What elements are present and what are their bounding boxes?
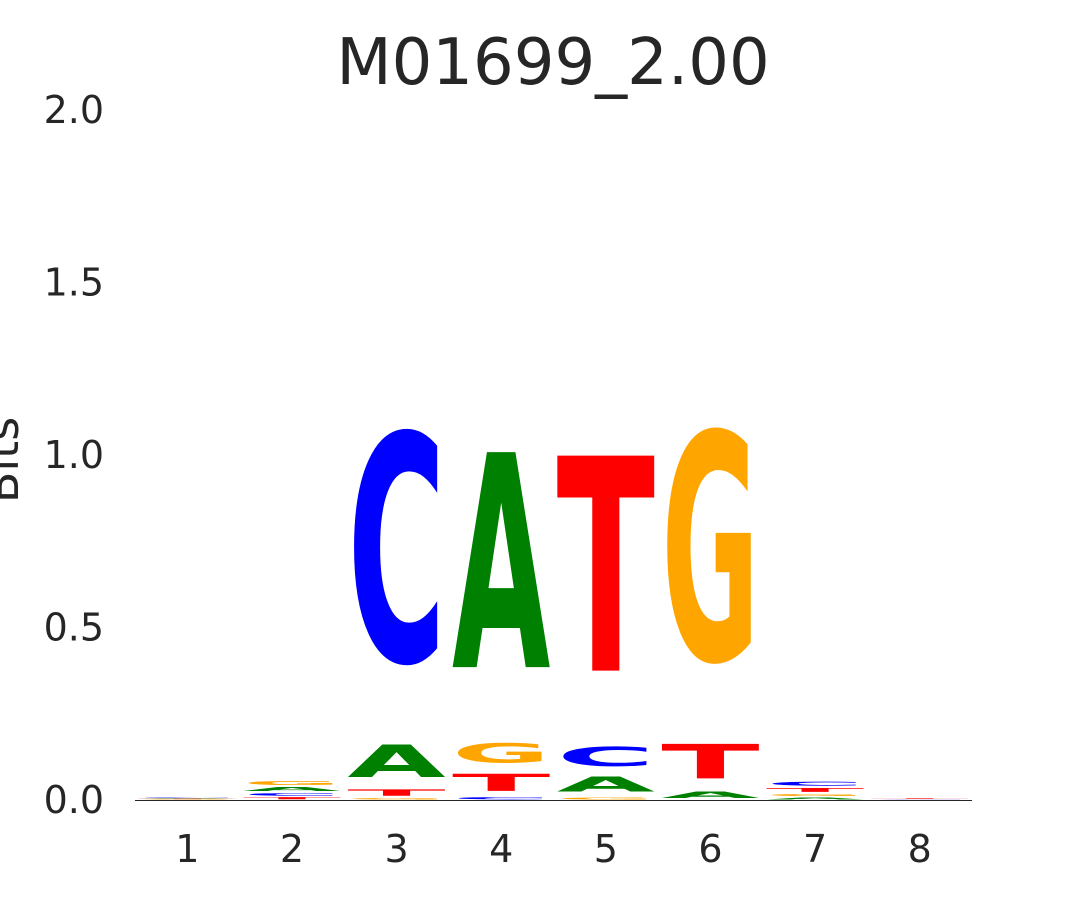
logo-letter-t: T <box>452 769 550 796</box>
logo-letter-a: A <box>557 773 655 797</box>
logo-letter-c: C <box>138 797 236 798</box>
logo-letter-t: T <box>557 397 655 740</box>
x-tick-label: 6 <box>698 827 722 871</box>
y-tick-label: 0.5 <box>44 606 104 650</box>
logo-letter-g: G <box>243 780 341 786</box>
logo-letter-a: A <box>452 393 550 737</box>
logo-letter-a: A <box>661 790 760 800</box>
x-tick-label: 3 <box>384 827 408 871</box>
logo-letter-a: A <box>766 797 865 800</box>
logo-letter-t: T <box>138 799 236 800</box>
logo-letter-g: G <box>557 797 655 800</box>
logo-letter-g: G <box>661 369 759 733</box>
x-tick-label: 7 <box>803 827 827 871</box>
y-tick-label: 2.0 <box>44 88 104 132</box>
logo-letter-g: G <box>138 799 236 800</box>
y-axis-label: Bits <box>0 417 29 503</box>
logo-letter-a: A <box>243 786 342 792</box>
x-tick-label: 8 <box>908 827 932 871</box>
logo-letter-t: T <box>661 735 759 790</box>
logo-letter-a: A <box>138 798 237 799</box>
logo-letter-g: G <box>766 793 864 796</box>
logo-letter-c: C <box>557 741 655 772</box>
x-tick-label: 5 <box>594 827 618 871</box>
logo-letter-t: T <box>871 798 969 799</box>
chart-title: M01699_2.00 <box>336 26 769 100</box>
logo-letter-t: T <box>766 787 865 793</box>
logo-letter-c: C <box>243 792 341 796</box>
logo-letter-t: T <box>243 797 341 800</box>
y-tick-label: 1.5 <box>44 261 104 305</box>
x-tick-label: 2 <box>280 827 304 871</box>
x-axis-ticks: 1 2 3 4 5 6 7 8 <box>175 827 932 871</box>
logo-letter-c: C <box>766 781 864 787</box>
y-tick-label: 0.0 <box>44 778 104 822</box>
y-axis-ticks: 0.0 0.5 1.0 1.5 2.0 <box>44 88 104 822</box>
logo-letter-g: G <box>452 738 550 769</box>
logo-letter-g: G <box>347 798 445 800</box>
logo-letter-a: A <box>347 737 446 788</box>
x-tick-label: 4 <box>489 827 513 871</box>
x-tick-label: 1 <box>175 827 199 871</box>
logo-letter-c: C <box>347 371 445 735</box>
logo-letter-t: T <box>347 788 446 798</box>
y-tick-label: 1.0 <box>44 433 104 477</box>
logo-letter-c: C <box>452 797 550 800</box>
